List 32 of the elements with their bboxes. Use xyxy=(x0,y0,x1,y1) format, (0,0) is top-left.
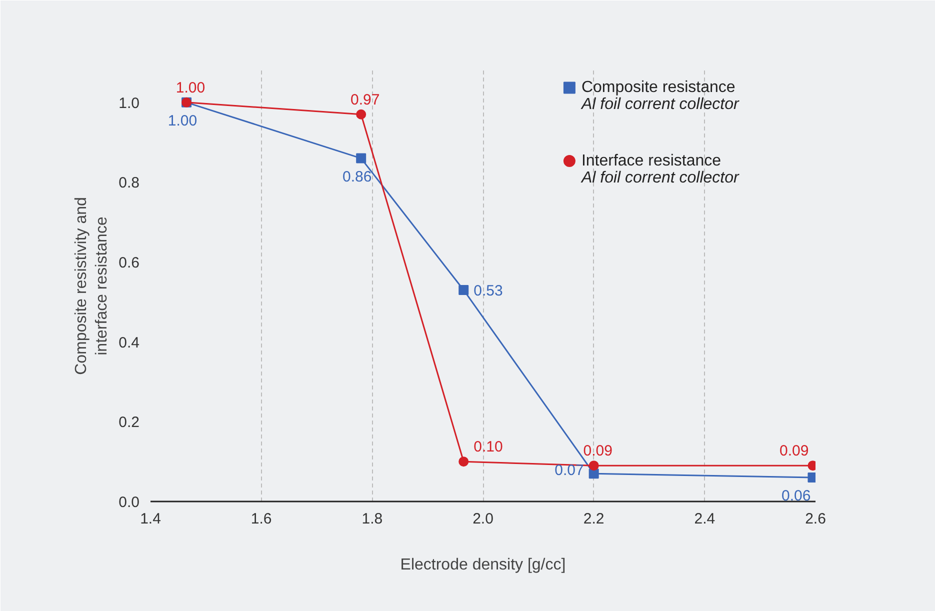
point xyxy=(458,284,469,295)
x-tick-label: 1.4 xyxy=(140,510,161,528)
point xyxy=(356,153,366,164)
y-tick-label: 0.8 xyxy=(118,174,140,192)
y-tick-label: 1.0 xyxy=(118,94,140,112)
x-tick-label: 1.6 xyxy=(250,510,272,528)
x-tick-label: 2.0 xyxy=(472,510,494,528)
x-tick-label: 1.8 xyxy=(362,510,383,528)
y-tick-label: 0.2 xyxy=(118,414,140,432)
data-label: 0.86 xyxy=(342,168,372,186)
data-label: 0.09 xyxy=(583,442,612,460)
point xyxy=(458,456,469,467)
y-tick-label: 0.4 xyxy=(118,334,140,352)
data-label: 0.97 xyxy=(350,91,380,108)
x-axis-title: Electrode density [g/cc] xyxy=(400,556,566,574)
data-label: 0.09 xyxy=(780,442,809,460)
legend-label: Interface resistance Al foil corrent collector xyxy=(580,152,740,187)
y-axis-title: Composite resistivity and interface resistance xyxy=(73,197,111,375)
y-tick-label: 0.0 xyxy=(118,494,140,511)
point xyxy=(356,109,366,120)
data-label: 1.00 xyxy=(176,79,206,96)
x-tick-label: 2.6 xyxy=(805,510,826,528)
data-label: 0.06 xyxy=(782,488,811,505)
data-label: 0.10 xyxy=(474,438,503,456)
data-label: 0.07 xyxy=(554,462,584,480)
y-tick-label: 0.6 xyxy=(118,254,140,272)
point xyxy=(588,460,599,471)
x-tick-label: 2.4 xyxy=(694,510,716,528)
data-label: 1.00 xyxy=(168,112,198,130)
data-label: 0.53 xyxy=(474,282,503,300)
legend-label: Composite resistance Al foil corrent collector xyxy=(580,79,740,114)
x-tick-label: 2.2 xyxy=(583,510,604,528)
